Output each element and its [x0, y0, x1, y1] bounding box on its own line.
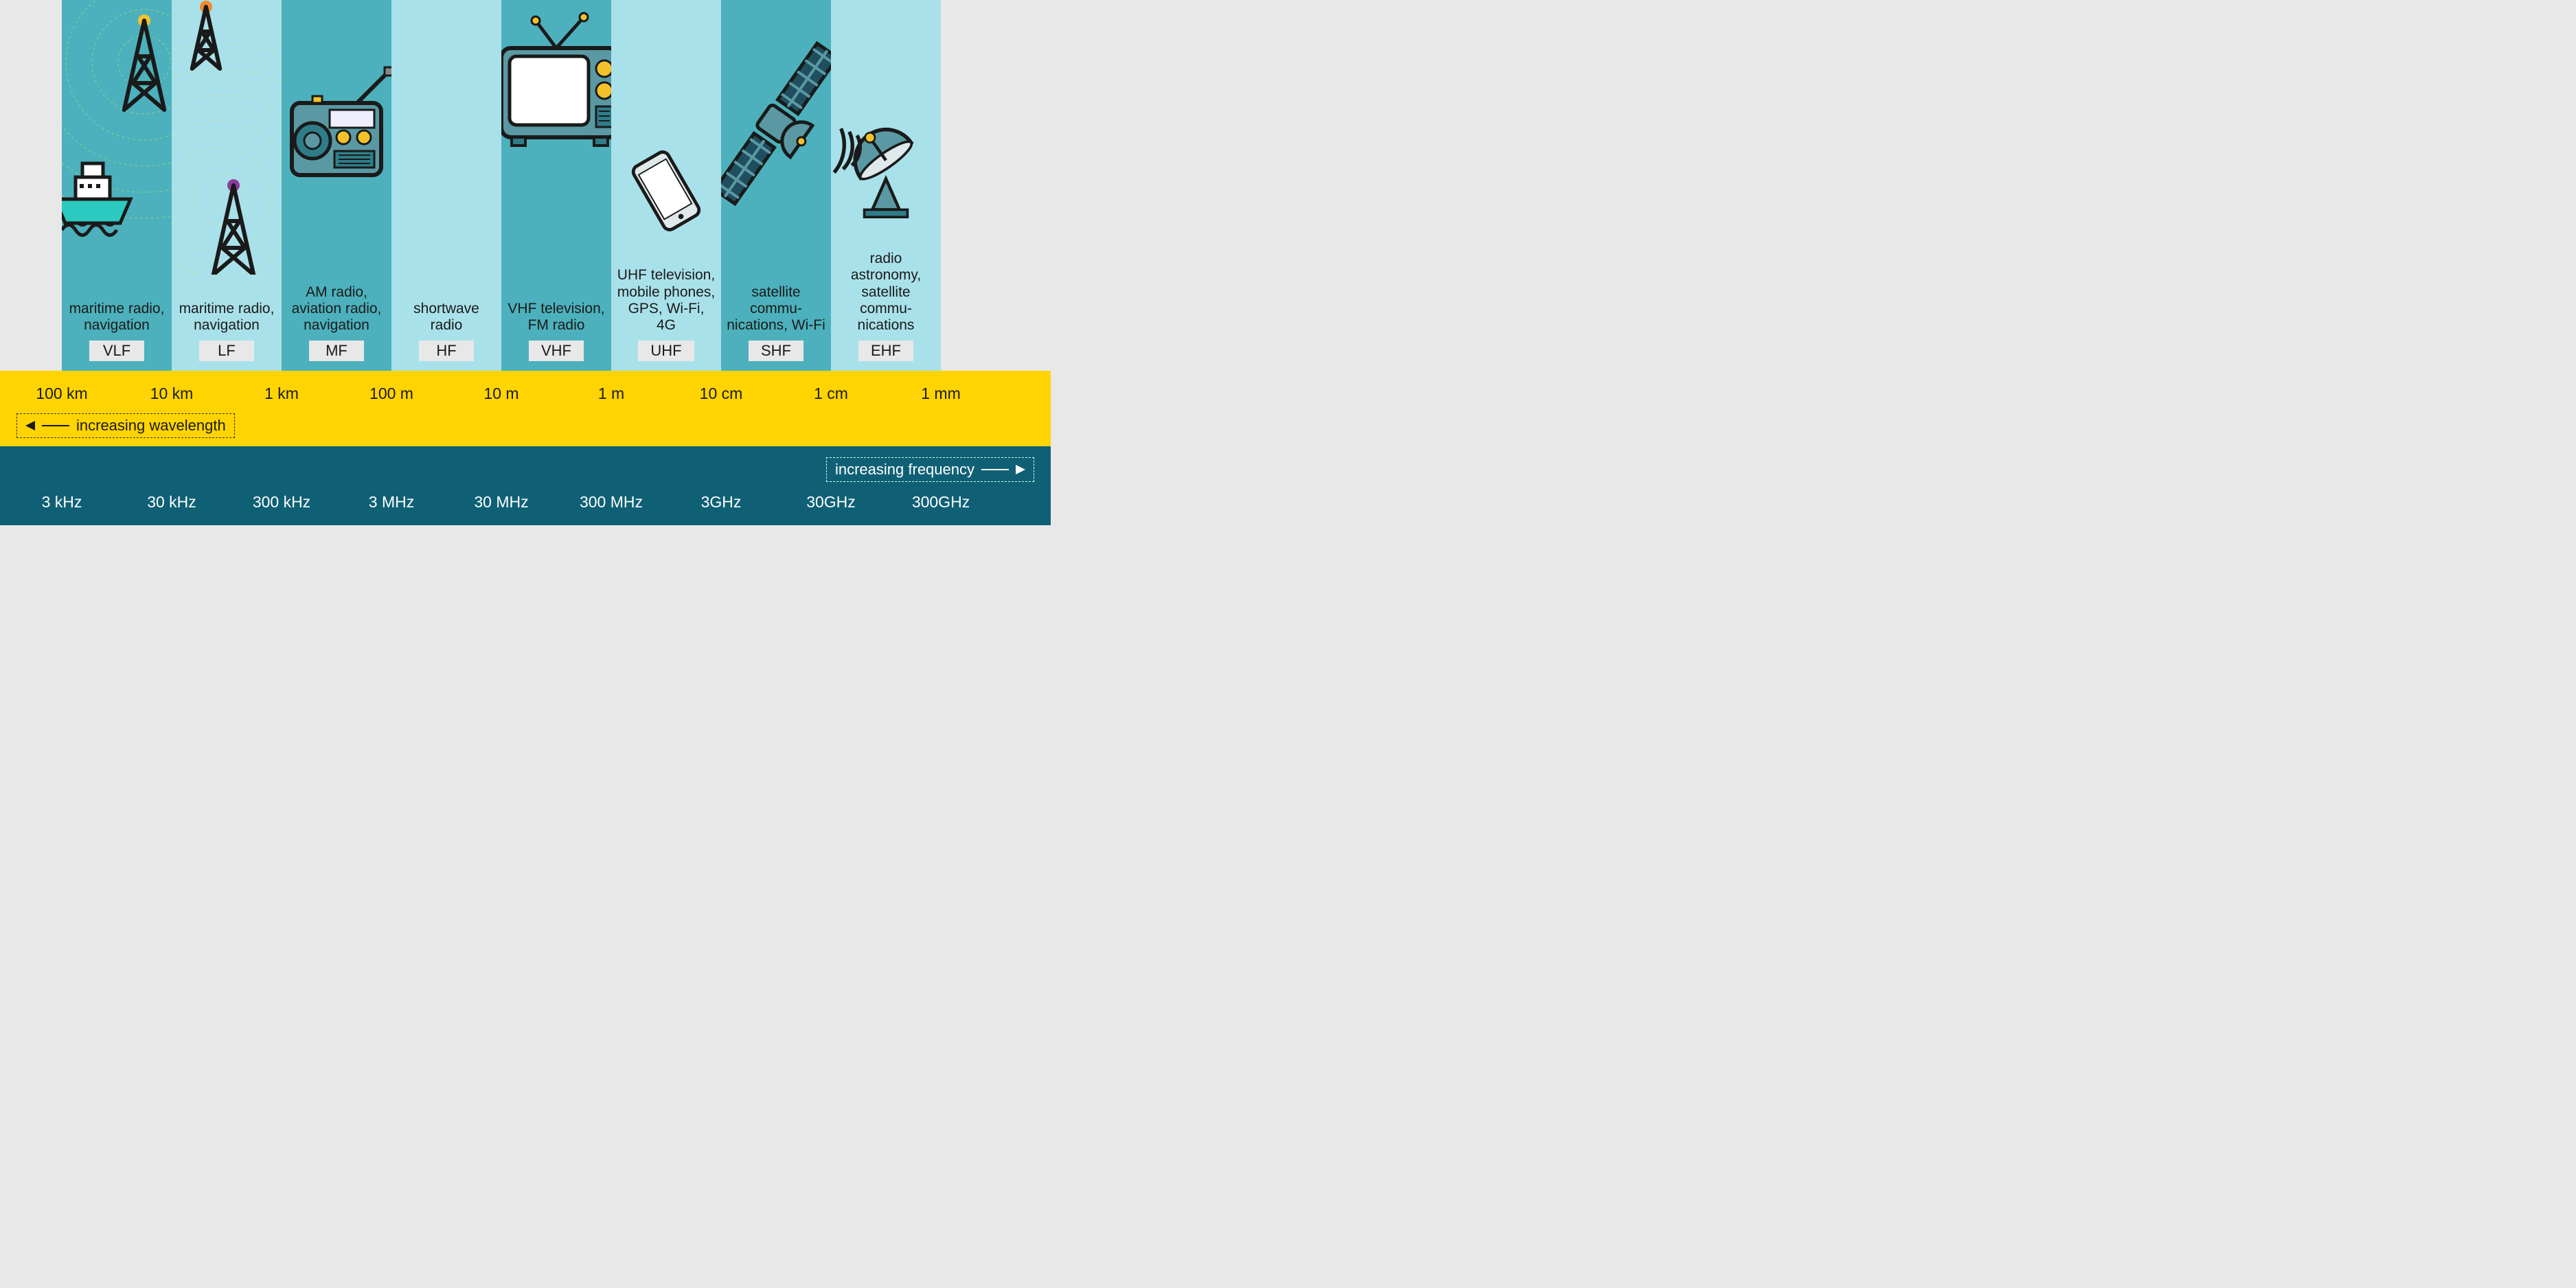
band-abbr: MF	[309, 341, 364, 361]
band-abbr: LF	[199, 341, 254, 361]
band-abbr: VHF	[529, 341, 584, 361]
freq-strip-tick: 30GHz	[806, 493, 856, 511]
band-icon	[611, 0, 721, 263]
band-abbr: VLF	[89, 341, 144, 361]
wavelength-direction: increasing wavelength	[16, 413, 235, 438]
band-abbr-wrap: LF	[199, 341, 254, 371]
freq-strip-tick: 300 MHz	[580, 493, 643, 511]
freq-strip-tick: 300GHz	[912, 493, 970, 511]
freq-strip-tick: 3 kHz	[42, 493, 82, 511]
frequency-direction: increasing frequency	[826, 457, 1034, 482]
freq-strip-tick: 3GHz	[701, 493, 742, 511]
band-vhf: VHF television,FM radio VHF	[501, 0, 611, 371]
frequency-strip: increasing frequency 3 kHz 30 kHz 300 kHz 3…	[0, 446, 1051, 525]
band-use-text: VHF television,FM radio	[502, 275, 610, 341]
wave-strip-tick: 1 cm	[814, 384, 848, 403]
band-ehf: radio astronomy,satellite commu-nication…	[831, 0, 941, 371]
band-abbr-wrap: HF	[419, 341, 474, 371]
wavelength-direction-label: increasing wavelength	[76, 417, 226, 435]
band-icon	[62, 0, 172, 275]
wave-strip-tick: 1 mm	[921, 384, 961, 403]
band-use-text: maritime radio,navigation	[174, 275, 280, 341]
band-abbr-wrap: UHF	[638, 341, 694, 371]
wave-strip-tick: 100 m	[369, 384, 413, 403]
band-use-text: AM radio,aviation radio,navigation	[286, 275, 387, 341]
band-abbr-wrap: SHF	[749, 341, 803, 371]
freq-strip-tick: 3 MHz	[369, 493, 414, 511]
freq-strip-tick: 30 kHz	[147, 493, 196, 511]
band-vlf: maritime radio,navigation VLF	[62, 0, 172, 371]
frequency-direction-label: increasing frequency	[835, 461, 974, 479]
band-abbr-wrap: EHF	[858, 341, 913, 371]
band-shf: satellite commu-nications, Wi-Fi SHF	[721, 0, 831, 371]
band-abbr: SHF	[749, 341, 803, 361]
band-abbr: EHF	[858, 341, 913, 361]
wave-strip-tick: 1 km	[264, 384, 299, 403]
wave-strip-tick: 1 m	[598, 384, 624, 403]
band-abbr: HF	[419, 341, 474, 361]
freq-strip-tick: 300 kHz	[253, 493, 310, 511]
band-icon	[501, 0, 611, 275]
band-icon	[282, 0, 391, 275]
band-use-text: satellite commu-nications, Wi-Fi	[721, 275, 831, 341]
band-icon	[391, 0, 501, 275]
band-abbr: UHF	[638, 341, 694, 361]
bands-area: maritime radio,navigation VLF maritime r…	[0, 0, 1051, 371]
band-lf: maritime radio,navigation LF	[172, 0, 282, 371]
band-use-text: radio astronomy,satellite commu-nication…	[831, 246, 941, 341]
band-abbr-wrap: MF	[309, 341, 364, 371]
wavelength-strip: increasing wavelength 100 km 10 km 1 km 100…	[0, 371, 1051, 446]
band-uhf: UHF television,mobile phones,GPS, Wi-Fi,…	[611, 0, 721, 371]
radio-spectrum-chart: maritime radio,navigation VLF maritime r…	[0, 0, 1051, 525]
band-abbr-wrap: VHF	[529, 341, 584, 371]
band-abbr-wrap: VLF	[89, 341, 144, 371]
freq-strip-tick: 30 MHz	[474, 493, 528, 511]
wave-strip-tick: 10 km	[150, 384, 194, 403]
band-mf: AM radio,aviation radio,navigation MF	[282, 0, 391, 371]
band-use-text: UHF television,mobile phones,GPS, Wi-Fi,…	[611, 263, 721, 341]
wave-strip-tick: 10 cm	[700, 384, 743, 403]
band-use-text: maritime radio,navigation	[64, 275, 170, 341]
wave-strip-tick: 10 m	[483, 384, 518, 403]
band-hf: shortwaveradio HF	[391, 0, 501, 371]
band-icon	[721, 0, 831, 275]
band-use-text: shortwaveradio	[408, 275, 485, 341]
band-icon	[831, 0, 941, 246]
wave-strip-tick: 100 km	[36, 384, 87, 403]
band-icon	[172, 0, 282, 275]
